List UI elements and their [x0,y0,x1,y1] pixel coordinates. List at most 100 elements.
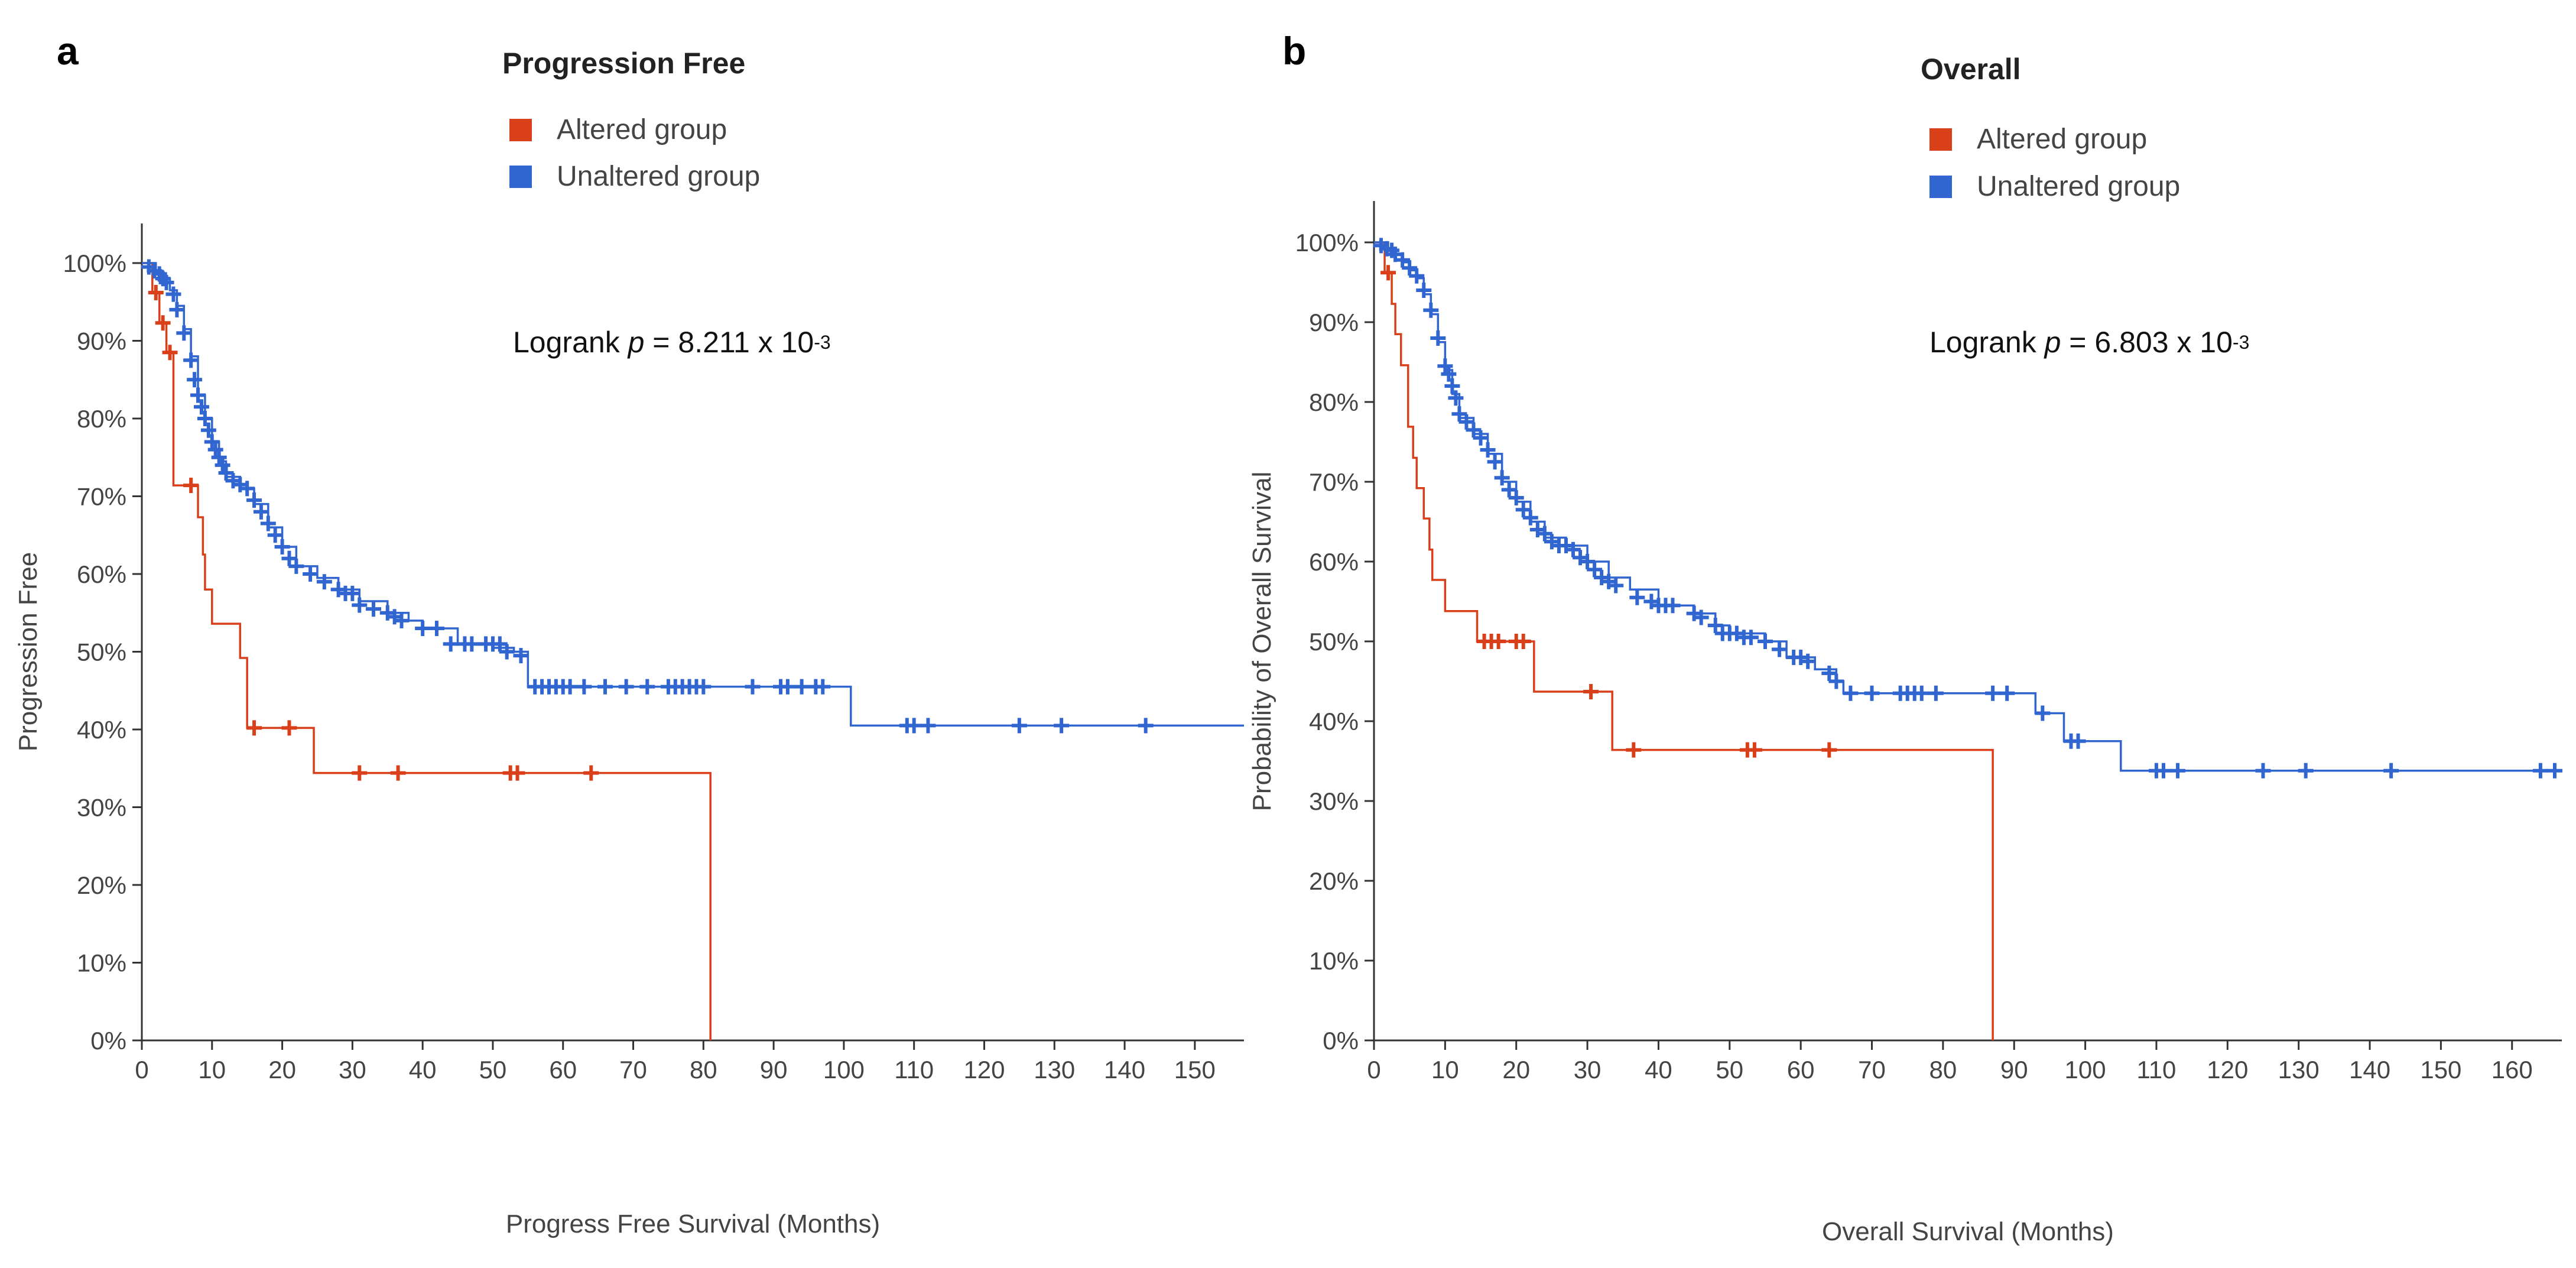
censor-mark-unaltered [190,387,206,403]
censor-mark-unaltered [1928,685,1944,701]
censor-mark-unaltered [696,679,712,695]
censor-mark-unaltered [1985,685,2001,701]
censor-mark-altered [583,765,599,781]
censor-mark-unaltered [1608,578,1624,594]
logrank-prefix: Logrank [1929,326,2045,359]
censor-mark-unaltered [1430,330,1446,346]
censor-mark-unaltered [246,492,262,508]
x-tick-label: 130 [2278,1056,2320,1084]
unaltered-swatch-icon [1929,175,1952,198]
y-tick-label: 80% [77,405,126,433]
x-tick-label: 120 [2207,1056,2248,1084]
censor-mark-unaltered [576,679,592,695]
panel-b-legend-unaltered-label: Unaltered group [1977,171,2181,202]
x-tick-label: 70 [1858,1056,1886,1084]
censor-mark-unaltered [187,372,203,388]
x-tick-label: 120 [963,1056,1005,1084]
censor-mark-unaltered [1821,666,1837,681]
y-tick-label: 40% [1309,708,1359,735]
censor-mark-unaltered [239,481,255,497]
x-tick-label: 0 [1367,1056,1380,1084]
logrank-exponent: -3 [814,332,831,353]
censor-mark-unaltered [218,465,234,481]
censor-mark-unaltered [176,325,192,341]
x-tick-label: 110 [2136,1056,2176,1084]
logrank-p-symbol: p [2044,326,2061,359]
censor-mark-unaltered [158,274,174,290]
censor-mark-unaltered [366,601,382,617]
panel-b-legend-altered: Altered group [1929,123,2147,155]
censor-mark-altered [1746,742,1762,758]
censor-mark-unaltered [1522,510,1538,526]
logrank-value: = 6.803 x 10 [2061,326,2233,359]
logrank-value: = 8.211 x 10 [644,326,814,359]
censor-mark-unaltered [639,679,655,695]
censor-mark-unaltered [1864,685,1880,701]
y-tick-label: 10% [77,949,126,977]
x-tick-label: 150 [2420,1056,2461,1084]
panel-a-logrank: Logrank p = 8.211 x 10-3 [513,325,831,359]
x-tick-label: 70 [619,1056,647,1084]
x-tick-label: 90 [760,1056,788,1084]
censor-mark-unaltered [267,527,283,543]
x-tick-label: 60 [1787,1056,1815,1084]
y-tick-label: 30% [1309,787,1359,815]
x-tick-label: 160 [2491,1056,2533,1084]
censor-mark-unaltered [204,434,220,450]
logrank-prefix: Logrank [513,326,628,359]
censor-mark-unaltered [2298,763,2314,779]
y-tick-label: 30% [77,794,126,822]
x-tick-label: 50 [1716,1056,1743,1084]
y-tick-label: 50% [77,638,126,666]
censor-mark-unaltered [1437,358,1453,374]
censor-mark-unaltered [316,574,332,590]
chart-a: 0% 10% 20% 30% 40% 50% 60% 70% 80% 90% 100% 0 10 20 30… [14,223,1244,1238]
panel-b-letter: b [1282,29,1307,73]
censor-mark-unaltered [513,648,529,664]
logrank-p-symbol: p [628,326,645,359]
panel-a-legend-altered: Altered group [509,113,727,146]
censor-mark-unaltered [1914,685,1929,701]
panel-b-legend-unaltered: Unaltered group [1929,170,2180,203]
x-tick-label: 40 [1645,1056,1672,1084]
censor-mark-unaltered [165,286,181,302]
x-tick-label: 30 [1574,1056,1602,1084]
censor-mark-unaltered [815,679,831,695]
censor-mark-altered [183,478,199,494]
censor-mark-altered [1380,265,1396,281]
x-tick-label: 150 [1174,1056,1216,1084]
censor-mark-altered [162,345,178,361]
y-tick-label: 100% [63,249,126,277]
censor-mark-unaltered [352,597,368,613]
censor-mark-unaltered [2070,733,2086,749]
y-axis-label: Progression Free [14,552,43,751]
censor-mark-altered [281,720,297,736]
censor-mark-unaltered [1395,252,1411,268]
censor-mark-unaltered [597,679,613,695]
y-tick-label: 40% [77,716,126,744]
censor-mark-unaltered [288,558,304,574]
censor-mark-unaltered [1487,454,1503,470]
altered-swatch-icon [509,118,532,141]
censor-mark-unaltered [1565,541,1581,557]
censor-mark-unaltered [169,301,185,317]
censor-mark-unaltered [2255,763,2271,779]
censor-mark-unaltered [200,422,216,438]
censor-mark-unaltered [1999,685,2015,701]
censor-mark-unaltered [1458,414,1474,430]
y-tick-label: 0% [1323,1027,1359,1055]
x-tick-label: 140 [1104,1056,1145,1084]
censor-mark-unaltered [1054,718,1070,734]
y-tick-label: 80% [1309,388,1359,416]
censor-mark-altered [352,765,368,781]
x-tick-label: 50 [479,1056,507,1084]
x-tick-label: 10 [198,1056,226,1084]
y-tick-label: 90% [1309,309,1359,336]
km-curve-altered [142,262,712,1040]
censor-mark-unaltered [1501,482,1517,498]
censor-mark-unaltered [1441,366,1457,382]
x-tick-label: 100 [823,1056,865,1084]
censor-mark-unaltered [345,585,360,601]
censor-mark-unaltered [303,566,319,582]
